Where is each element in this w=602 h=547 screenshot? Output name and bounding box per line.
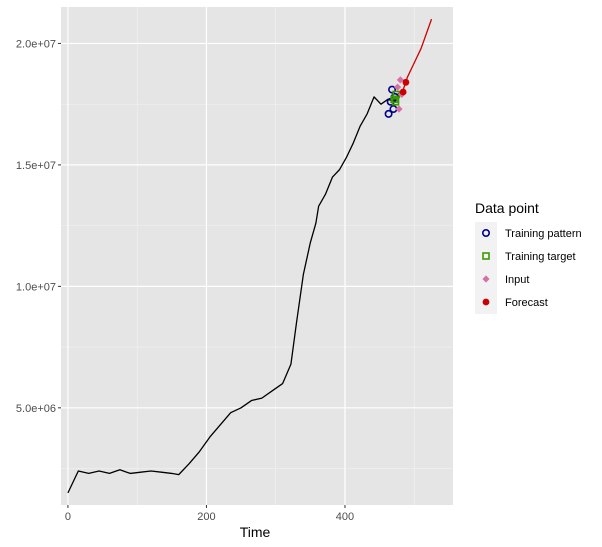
marker-forecast — [402, 78, 410, 86]
legend-key-background — [475, 222, 497, 314]
y-tick-label: 1.5e+07 — [16, 160, 56, 172]
y-axis: 5.0e+06 1.0e+07 1.5e+07 2.0e+07 — [16, 38, 61, 415]
marker-input — [393, 83, 402, 91]
legend: Data point Training pattern Training targ… — [475, 200, 582, 314]
x-tick-label: 0 — [65, 511, 71, 523]
legend-key-input — [482, 275, 490, 283]
marker-training-pattern — [384, 109, 393, 118]
legend-key-training-pattern — [481, 229, 490, 238]
x-tick-label: 200 — [197, 511, 215, 523]
x-axis-title: Time — [240, 524, 271, 540]
marker-forecast — [399, 88, 407, 96]
grid-major — [61, 7, 453, 505]
legend-key-training-target — [482, 252, 490, 260]
legend-title: Data point — [475, 200, 539, 216]
legend-key-forecast — [482, 298, 490, 306]
x-tick-label: 400 — [336, 511, 354, 523]
marker-input — [396, 76, 404, 84]
y-tick-label: 1.0e+07 — [16, 281, 56, 293]
y-tick-label: 2.0e+07 — [16, 38, 56, 50]
legend-label: Training pattern — [505, 228, 582, 240]
legend-label: Input — [505, 274, 529, 286]
legend-label: Training target — [505, 251, 576, 263]
marker-training-target — [391, 97, 400, 106]
y-tick-label: 5.0e+06 — [16, 403, 56, 415]
legend-label: Forecast — [505, 297, 548, 309]
x-axis: 0 200 400 — [65, 505, 354, 523]
series-line-time-series — [67, 91, 403, 494]
marker-input — [395, 105, 403, 113]
marker-training-pattern — [388, 85, 397, 94]
marker-layer — [384, 76, 410, 118]
plot-panel — [61, 7, 453, 505]
